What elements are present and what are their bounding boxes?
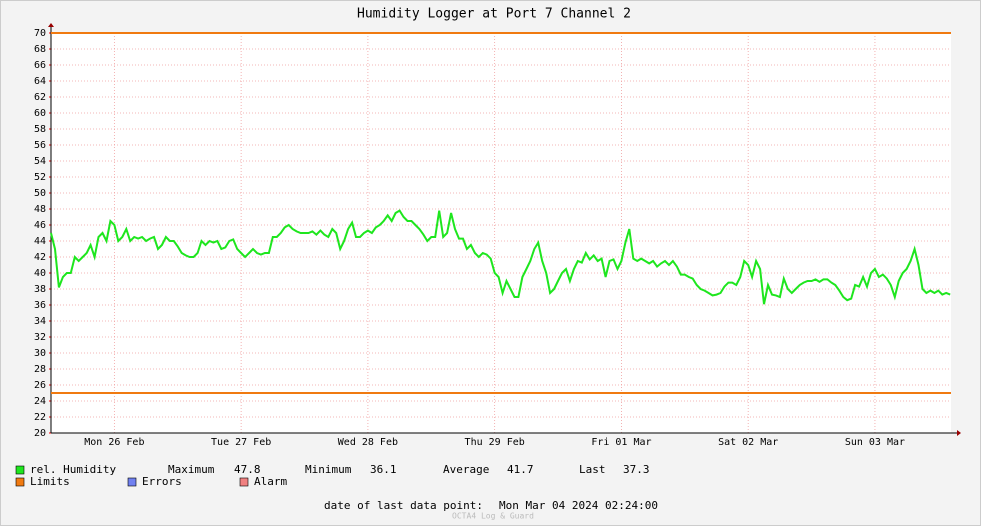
x-tick-label: Sun 03 Mar: [845, 437, 905, 448]
y-tick-label: 32: [34, 332, 46, 343]
y-tick-label: 52: [34, 172, 46, 183]
stat-value: 41.7: [507, 463, 534, 476]
x-tick-label: Thu 29 Feb: [465, 437, 525, 448]
x-tick-label: Fri 01 Mar: [591, 437, 651, 448]
y-tick-label: 38: [34, 284, 46, 295]
stat-value: 47.8: [234, 463, 261, 476]
y-tick-label: 44: [34, 236, 46, 247]
x-tick-label: Mon 26 Feb: [84, 437, 144, 448]
y-tick-label: 30: [34, 348, 46, 359]
y-tick-label: 62: [34, 92, 46, 103]
y-tick-label: 66: [34, 60, 46, 71]
footer-value: Mon Mar 04 2024 02:24:00: [499, 499, 658, 512]
y-tick-label: 28: [34, 364, 46, 375]
plot-area: [51, 33, 951, 433]
stat-value: 37.3: [623, 463, 650, 476]
watermark: OCTA4 Log & Guard: [452, 512, 534, 521]
legend-swatch: [15, 477, 25, 487]
legend-swatch: [127, 477, 137, 487]
x-arrow: [957, 430, 961, 436]
y-tick-label: 24: [34, 396, 46, 407]
stat-value: 36.1: [370, 463, 397, 476]
y-tick-label: 50: [34, 188, 46, 199]
y-tick-label: 42: [34, 252, 46, 263]
legend-label: rel. Humidity: [30, 463, 116, 476]
stat-label: Maximum: [168, 463, 215, 476]
y-tick-label: 20: [34, 428, 46, 439]
y-tick-label: 36: [34, 300, 46, 311]
x-tick-label: Wed 28 Feb: [338, 437, 398, 448]
legend-label: Limits: [30, 475, 70, 488]
y-tick-label: 48: [34, 204, 46, 215]
x-tick-label: Tue 27 Feb: [211, 437, 271, 448]
y-tick-label: 26: [34, 380, 46, 391]
y-tick-label: 58: [34, 124, 46, 135]
stat-label: Average: [443, 463, 489, 476]
y-tick-label: 56: [34, 140, 46, 151]
y-tick-label: 40: [34, 268, 46, 279]
legend-label: Errors: [142, 475, 182, 488]
footer-label: date of last data point:: [324, 499, 483, 512]
stat-label: Last: [579, 463, 606, 476]
data-line: [50, 209, 951, 305]
y-tick-label: 70: [34, 28, 46, 39]
legend-swatch: [239, 477, 249, 487]
y-tick-label: 60: [34, 108, 46, 119]
y-tick-label: 54: [34, 156, 46, 167]
y-arrow: [48, 23, 54, 27]
chart-title: Humidity Logger at Port 7 Channel 2: [357, 7, 631, 22]
legend-label: Alarm: [254, 475, 287, 488]
y-tick-label: 46: [34, 220, 46, 231]
y-tick-label: 68: [34, 44, 46, 55]
y-tick-label: 22: [34, 412, 46, 423]
y-tick-label: 34: [34, 316, 46, 327]
legend-swatch: [15, 465, 25, 475]
y-tick-label: 64: [34, 76, 46, 87]
x-tick-label: Sat 02 Mar: [718, 437, 778, 448]
stat-label: Minimum: [305, 463, 352, 476]
